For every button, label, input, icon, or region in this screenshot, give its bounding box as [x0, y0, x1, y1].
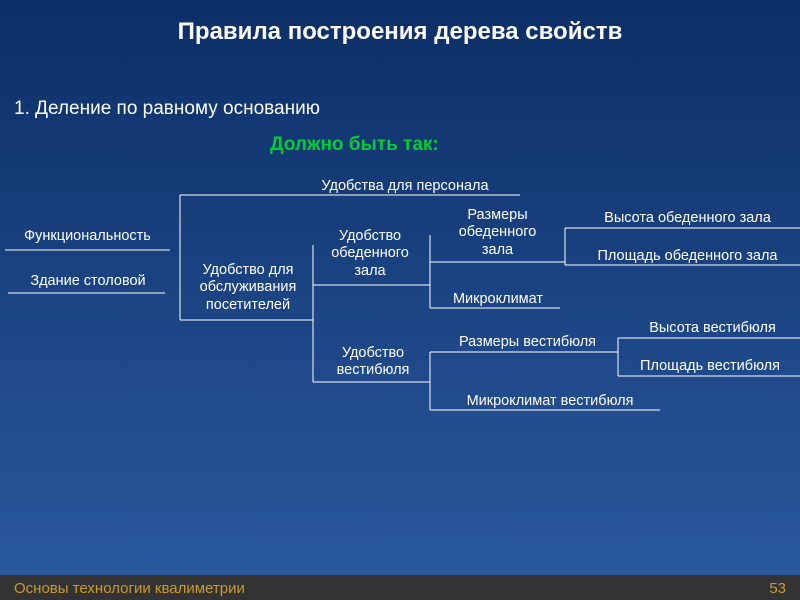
tree-node: Высота обеденного зала: [575, 210, 800, 227]
tree-node: Функциональность: [5, 228, 170, 245]
tree-node: Размеры вестибюля: [440, 334, 615, 351]
tree-node: Площадь обеденного зала: [575, 248, 800, 265]
tree-node: Высота вестибюля: [625, 320, 800, 337]
tree-node: Площадь вестибюля: [620, 358, 800, 375]
tree-node: Микроклимат вестибюля: [440, 393, 660, 410]
footer-right: 53: [769, 580, 786, 597]
tree-node: Удобствовестибюля: [323, 345, 423, 380]
tree-node: Удобства для персонала: [290, 178, 520, 195]
tree-node: Удобство дляобслуживанияпосетителей: [183, 262, 313, 314]
tree-node: Микроклимат: [438, 291, 558, 308]
footer-left: Основы технологии квалиметрии: [14, 580, 245, 597]
tree-node: Здание столовой: [8, 273, 168, 290]
tree-node: Удобствообеденногозала: [315, 228, 425, 280]
tree-node: Размерыобеденногозала: [435, 207, 560, 259]
connector-lines: [0, 0, 800, 600]
slide: Правила построения дерева свойств 1. Дел…: [0, 0, 800, 600]
